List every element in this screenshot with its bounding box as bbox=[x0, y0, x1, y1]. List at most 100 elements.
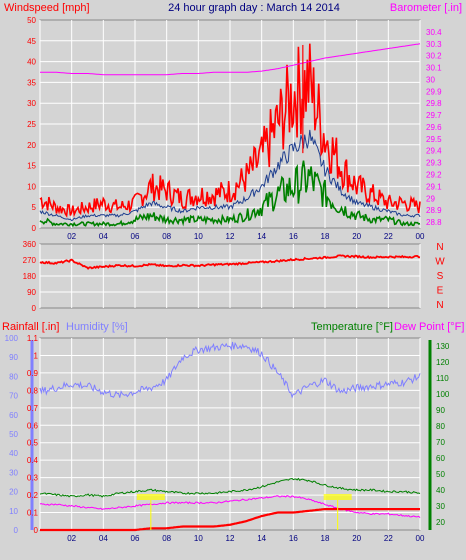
direction-y-ticks: 0 90 180 270 360 bbox=[23, 240, 37, 313]
barometer-tick: 29.7 bbox=[426, 111, 442, 120]
humidity-tick: 60 bbox=[9, 411, 18, 420]
lower-hour-tick-00: 00 bbox=[416, 534, 425, 543]
temperature-tick: 60 bbox=[436, 454, 445, 463]
rainfall-tick: 0.3 bbox=[27, 474, 39, 483]
temperature-tick: 90 bbox=[436, 406, 445, 415]
lower-x-ticks: 02 04 06 08 10 12 14 16 18 20 22 00 bbox=[67, 534, 425, 543]
windspeed-tick: 40 bbox=[27, 58, 36, 67]
rainfall-tick: 0.2 bbox=[27, 491, 39, 500]
humidity-tick: 80 bbox=[9, 372, 18, 381]
wind-y-ticks: 0 5 10 15 20 25 30 35 40 45 50 bbox=[27, 16, 36, 233]
temperature-tick: 100 bbox=[436, 390, 450, 399]
barometer-tick: 29.4 bbox=[426, 147, 442, 156]
barometer-tick: 30.4 bbox=[426, 28, 442, 37]
humidity-tick: 90 bbox=[9, 353, 18, 362]
marker-tag bbox=[136, 494, 165, 500]
lower-hour-tick-16: 16 bbox=[289, 534, 298, 543]
humidity-label: Humidity [%] bbox=[66, 321, 128, 333]
windspeed-tick: 35 bbox=[27, 78, 36, 87]
barometer-tick: 30.2 bbox=[426, 52, 442, 61]
graph-title: 24 hour graph day : March 14 2014 bbox=[168, 2, 340, 14]
temperature-tick: 20 bbox=[436, 518, 445, 527]
barometer-tick: 29.3 bbox=[426, 159, 442, 168]
humidity-tick: 40 bbox=[9, 449, 18, 458]
humidity-tick: 100 bbox=[5, 334, 19, 343]
windspeed-label: Windspeed [mph] bbox=[4, 2, 90, 14]
humidity-tick: 70 bbox=[9, 392, 18, 401]
series-gust bbox=[39, 43, 421, 218]
windspeed-tick: 20 bbox=[27, 141, 36, 150]
series-barometer bbox=[40, 43, 421, 76]
rainfall-tick: 0.8 bbox=[27, 386, 39, 395]
barometer-tick: 30.1 bbox=[426, 64, 442, 73]
wind-hour-tick-08: 08 bbox=[162, 232, 171, 241]
direction-tick: 180 bbox=[23, 272, 37, 281]
temperature-tick: 70 bbox=[436, 438, 445, 447]
rainfall-tick: 0.7 bbox=[27, 404, 39, 413]
rainfall-tick: 0.9 bbox=[27, 369, 39, 378]
barometer-tick: 29 bbox=[426, 194, 435, 203]
direction-gridlines bbox=[39, 244, 421, 308]
series-low bbox=[39, 160, 421, 228]
rain-humidity-temperature-panel: 0 0.1 0.2 0.3 0.4 0.5 0.6 0.7 0.8 0.9 1 1.1 0 10 20 30… bbox=[5, 334, 450, 543]
barometer-tick: 28.9 bbox=[426, 206, 442, 215]
rainfall-tick: 0.4 bbox=[27, 456, 39, 465]
windspeed-tick: 30 bbox=[27, 99, 36, 108]
rainfall-tick: 0 bbox=[34, 526, 39, 535]
wind-hour-tick-00: 00 bbox=[416, 232, 425, 241]
lower-hour-tick-18: 18 bbox=[321, 534, 330, 543]
temperature-tick: 40 bbox=[436, 486, 445, 495]
series-dewpoint bbox=[39, 495, 421, 519]
direction-series bbox=[39, 254, 421, 270]
windspeed-tick: 5 bbox=[32, 203, 37, 212]
humidity-tick: 50 bbox=[9, 430, 18, 439]
lower-hour-tick-10: 10 bbox=[194, 534, 203, 543]
temperature-tick: 120 bbox=[436, 358, 450, 367]
temperature-tick: 50 bbox=[436, 470, 445, 479]
rainfall-tick: 0.1 bbox=[27, 509, 39, 518]
series-humidity bbox=[39, 341, 421, 399]
barometer-tick: 29.2 bbox=[426, 171, 442, 180]
direction-tick: 270 bbox=[23, 256, 37, 265]
temperature-label: Temperature [°F] bbox=[311, 321, 393, 333]
lower-hour-tick-06: 06 bbox=[131, 534, 140, 543]
compass-S: S bbox=[437, 271, 444, 282]
humidity-tick: 10 bbox=[9, 507, 18, 516]
compass-N: N bbox=[436, 300, 443, 311]
wind-hour-tick-04: 04 bbox=[99, 232, 108, 241]
wind-hour-tick-16: 16 bbox=[289, 232, 298, 241]
rainfall-tick: 1.1 bbox=[27, 334, 39, 343]
series-direction bbox=[39, 254, 421, 270]
temperature-tick: 30 bbox=[436, 502, 445, 511]
barometer-tick: 29.1 bbox=[426, 182, 442, 191]
series-temperature bbox=[39, 477, 421, 498]
temperature-tick: 80 bbox=[436, 422, 445, 431]
compass-E: E bbox=[437, 286, 444, 297]
direction-tick: 90 bbox=[27, 288, 36, 297]
lower-hour-tick-22: 22 bbox=[384, 534, 393, 543]
windspeed-tick: 45 bbox=[27, 37, 36, 46]
barometer-tick: 29.6 bbox=[426, 123, 442, 132]
lower-hour-tick-12: 12 bbox=[226, 534, 235, 543]
compass-W: W bbox=[435, 257, 445, 268]
lower-hour-tick-20: 20 bbox=[352, 534, 361, 543]
humidity-tick: 20 bbox=[9, 488, 18, 497]
wind-hour-tick-12: 12 bbox=[226, 232, 235, 241]
wind-hour-tick-22: 22 bbox=[384, 232, 393, 241]
wind-hour-tick-14: 14 bbox=[257, 232, 266, 241]
barometer-tick: 30.3 bbox=[426, 40, 442, 49]
rainfall-y-ticks: 0 0.1 0.2 0.3 0.4 0.5 0.6 0.7 0.8 0.9 1 1.1 bbox=[27, 334, 39, 535]
windspeed-tick: 15 bbox=[27, 162, 36, 171]
lower-hour-tick-08: 08 bbox=[162, 534, 171, 543]
windspeed-tick: 50 bbox=[27, 16, 36, 25]
humidity-y-ticks: 0 10 20 30 40 50 60 70 80 90 100 bbox=[5, 334, 19, 535]
wind-hour-tick-06: 06 bbox=[131, 232, 140, 241]
barometer-tick: 29.5 bbox=[426, 135, 442, 144]
compass-N: N bbox=[436, 242, 443, 253]
barometer-tick: 30 bbox=[426, 75, 435, 84]
temperature-y-ticks: 20 30 40 50 60 70 80 90 100 110 120 130 bbox=[436, 342, 450, 527]
barometer-label: Barometer [.in] bbox=[390, 2, 462, 14]
